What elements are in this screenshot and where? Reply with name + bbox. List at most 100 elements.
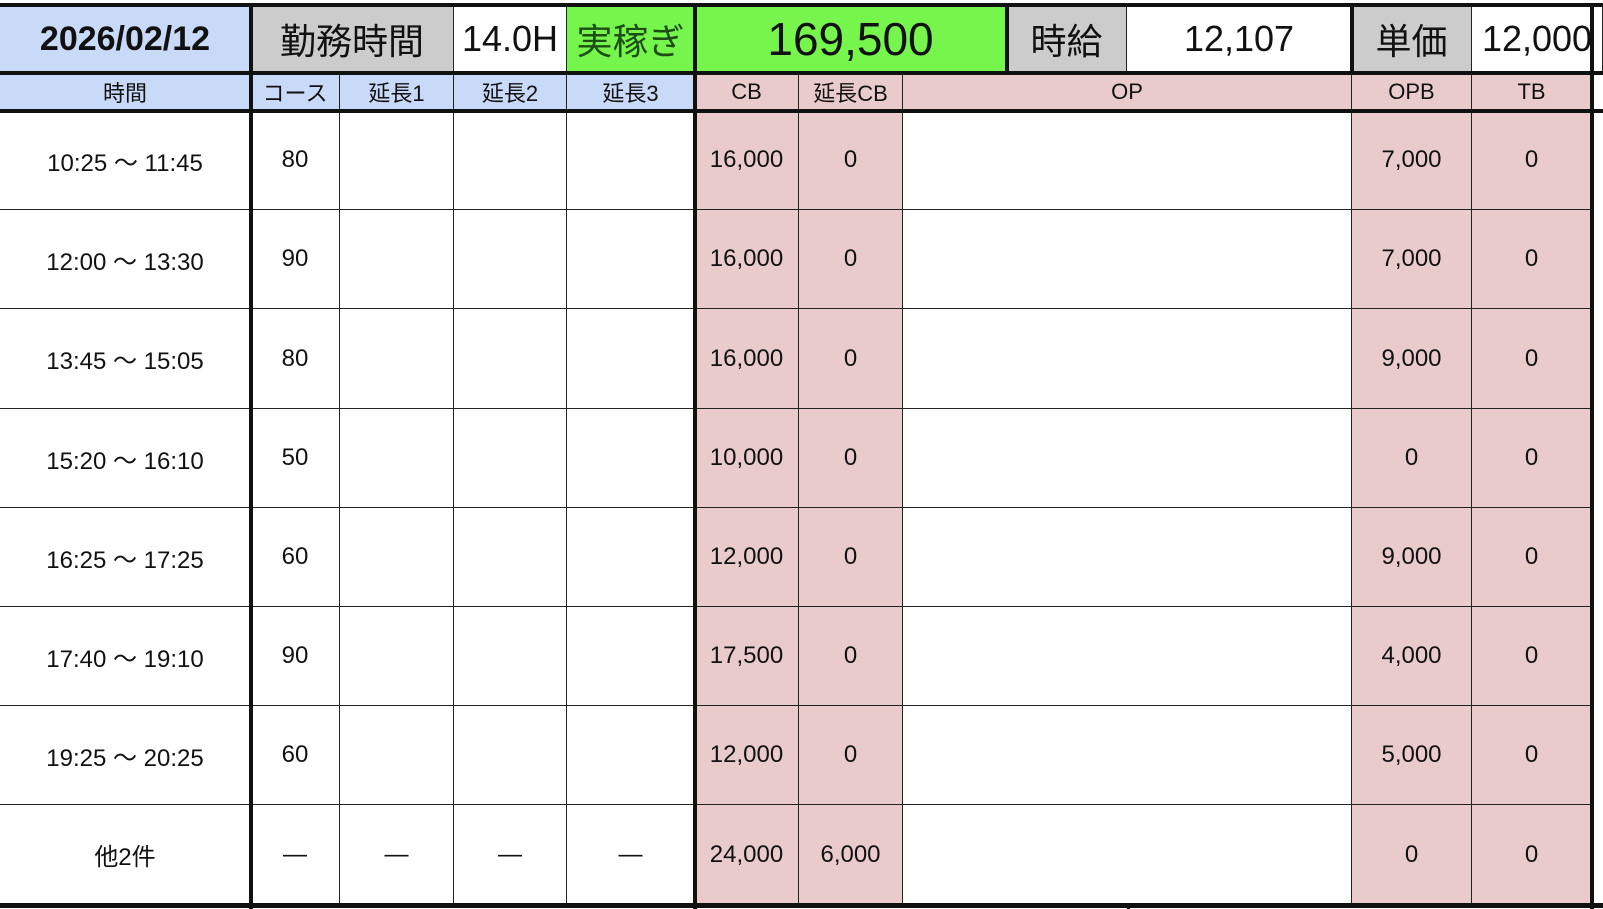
cell-ext3[interactable] (567, 210, 695, 309)
date-cell[interactable]: 2026/02/12 (0, 5, 251, 74)
border (1590, 5, 1594, 909)
cell-ext3[interactable] (567, 111, 695, 210)
cell-tb[interactable]: 0 (1472, 706, 1592, 805)
cell-time[interactable]: 16:25 〜 17:25 (0, 508, 251, 607)
cell-opb[interactable]: 7,000 (1352, 210, 1472, 309)
cell-ext1[interactable] (340, 309, 454, 409)
cell-tb[interactable]: 0 (1472, 607, 1592, 706)
unit-price-label: 単価 (1352, 5, 1472, 74)
cell-course[interactable]: 90 (251, 607, 340, 706)
cell-opb[interactable]: 9,000 (1352, 309, 1472, 409)
border (0, 71, 1603, 75)
cell-cb[interactable]: 24,000 (695, 805, 799, 905)
cell-ext2[interactable] (454, 409, 567, 508)
cell-op[interactable] (903, 805, 1352, 905)
cell-ext2[interactable] (454, 607, 567, 706)
cell-course[interactable]: 60 (251, 508, 340, 607)
cell-course[interactable]: 60 (251, 706, 340, 805)
cell-op[interactable] (903, 508, 1352, 607)
cell-tb[interactable]: 0 (1472, 210, 1592, 309)
cell-ext-cb[interactable]: 6,000 (799, 805, 903, 905)
cell-ext3[interactable]: — (567, 805, 695, 905)
border (0, 903, 1603, 908)
cell-ext3[interactable] (567, 309, 695, 409)
cell-ext1[interactable]: — (340, 805, 454, 905)
cell-cb[interactable]: 17,500 (695, 607, 799, 706)
cell-opb[interactable]: 0 (1352, 805, 1472, 905)
work-hours-value[interactable]: 14.0H (454, 5, 567, 74)
border (1005, 5, 1009, 74)
cell-op[interactable] (903, 210, 1352, 309)
cell-tb[interactable]: 0 (1472, 409, 1592, 508)
cell-ext3[interactable] (567, 409, 695, 508)
header-ext3: 延長3 (567, 74, 695, 111)
cell-ext3[interactable] (567, 706, 695, 805)
header-ext1: 延長1 (340, 74, 454, 111)
cell-time[interactable]: 17:40 〜 19:10 (0, 607, 251, 706)
earnings-label: 実稼ぎ (567, 5, 695, 74)
cell-ext-cb[interactable]: 0 (799, 210, 903, 309)
cell-ext1[interactable] (340, 210, 454, 309)
cell-course[interactable]: 80 (251, 309, 340, 409)
border (1127, 905, 1130, 909)
border (1350, 5, 1354, 74)
cell-opb[interactable]: 0 (1352, 409, 1472, 508)
cell-op[interactable] (903, 706, 1352, 805)
cell-cb[interactable]: 16,000 (695, 309, 799, 409)
header-tb: TB (1472, 74, 1592, 111)
cell-course[interactable]: 50 (251, 409, 340, 508)
cell-time[interactable]: 15:20 〜 16:10 (0, 409, 251, 508)
cell-ext2[interactable] (454, 111, 567, 210)
cell-ext-cb[interactable]: 0 (799, 706, 903, 805)
header-course: コース (251, 74, 340, 111)
cell-ext-cb[interactable]: 0 (799, 111, 903, 210)
cell-course[interactable]: — (251, 805, 340, 905)
cell-opb[interactable]: 7,000 (1352, 111, 1472, 210)
cell-ext1[interactable] (340, 607, 454, 706)
cell-ext-cb[interactable]: 0 (799, 607, 903, 706)
header-time: 時間 (0, 74, 251, 111)
cell-op[interactable] (903, 111, 1352, 210)
border (249, 5, 253, 909)
cell-ext3[interactable] (567, 607, 695, 706)
cell-op[interactable] (903, 607, 1352, 706)
cell-time[interactable]: 12:00 〜 13:30 (0, 210, 251, 309)
cell-ext2[interactable] (454, 706, 567, 805)
cell-cb[interactable]: 12,000 (695, 508, 799, 607)
cell-op[interactable] (903, 309, 1352, 409)
cell-ext1[interactable] (340, 706, 454, 805)
cell-ext2[interactable] (454, 508, 567, 607)
cell-course[interactable]: 80 (251, 111, 340, 210)
cell-op[interactable] (903, 409, 1352, 508)
cell-opb[interactable]: 5,000 (1352, 706, 1472, 805)
cell-tb[interactable]: 0 (1472, 508, 1592, 607)
cell-tb[interactable]: 0 (1472, 309, 1592, 409)
earnings-value[interactable]: 169,500 (695, 5, 1007, 74)
cell-ext1[interactable] (340, 409, 454, 508)
cell-time[interactable]: 13:45 〜 15:05 (0, 309, 251, 409)
cell-ext1[interactable] (340, 111, 454, 210)
cell-ext3[interactable] (567, 508, 695, 607)
cell-ext-cb[interactable]: 0 (799, 508, 903, 607)
cell-course[interactable]: 90 (251, 210, 340, 309)
cell-time[interactable]: 19:25 〜 20:25 (0, 706, 251, 805)
cell-opb[interactable]: 9,000 (1352, 508, 1472, 607)
cell-cb[interactable]: 16,000 (695, 210, 799, 309)
cell-ext2[interactable] (454, 309, 567, 409)
cell-tb[interactable]: 0 (1472, 111, 1592, 210)
cell-ext-cb[interactable]: 0 (799, 409, 903, 508)
cell-ext1[interactable] (340, 508, 454, 607)
cell-ext-cb[interactable]: 0 (799, 309, 903, 409)
cell-cb[interactable]: 10,000 (695, 409, 799, 508)
cell-cb[interactable]: 12,000 (695, 706, 799, 805)
hourly-value[interactable]: 12,107 (1127, 5, 1352, 74)
cell-time[interactable]: 他2件 (0, 805, 251, 905)
cell-ext2[interactable]: — (454, 805, 567, 905)
header-opb: OPB (1352, 74, 1472, 111)
unit-price-value[interactable]: 12,000 (1472, 5, 1603, 74)
cell-opb[interactable]: 4,000 (1352, 607, 1472, 706)
cell-time[interactable]: 10:25 〜 11:45 (0, 111, 251, 210)
cell-cb[interactable]: 16,000 (695, 111, 799, 210)
cell-ext2[interactable] (454, 210, 567, 309)
cell-tb[interactable]: 0 (1472, 805, 1592, 905)
